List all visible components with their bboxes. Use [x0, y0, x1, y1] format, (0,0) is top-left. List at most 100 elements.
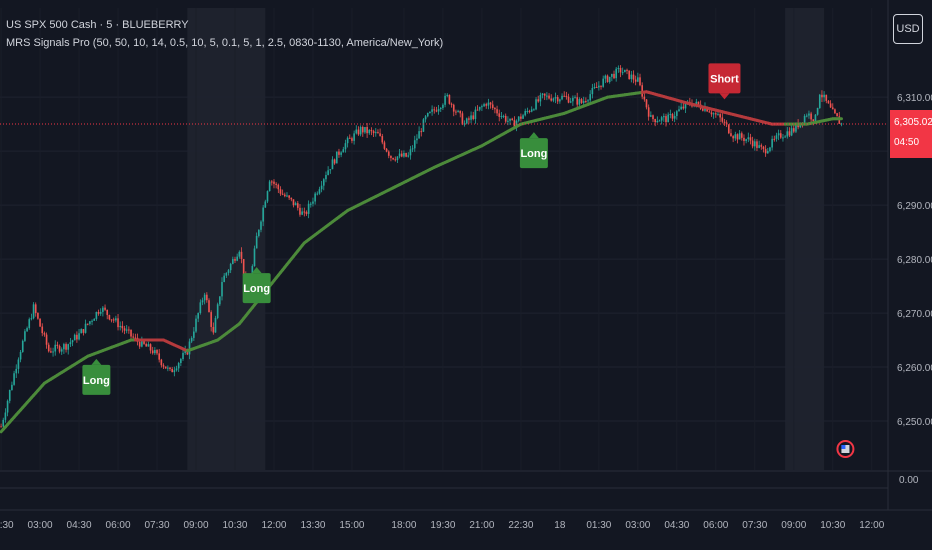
candle-body — [808, 113, 810, 116]
x-tick-label: 18 — [554, 520, 566, 531]
candle-body — [630, 74, 633, 80]
candle-body — [805, 115, 808, 117]
candle-body — [377, 132, 379, 134]
y-tick-label: 6,250.00 — [897, 417, 932, 428]
candle-body — [446, 94, 449, 96]
candle-body — [667, 114, 669, 123]
candle-body — [149, 344, 152, 351]
candle-body — [344, 143, 347, 150]
candle-body — [394, 159, 397, 161]
x-tick-label: 12:00 — [859, 520, 884, 531]
candle-body — [381, 136, 384, 143]
candle-body — [73, 334, 76, 341]
x-tick-label: 06:00 — [703, 520, 728, 531]
candle-body — [498, 113, 501, 117]
candle-body — [533, 109, 535, 111]
candle-body — [565, 95, 568, 97]
candle-body — [262, 207, 264, 222]
symbol-title[interactable]: US SPX 500 Cash · 5 · BLUEBERRY — [6, 19, 189, 31]
candle-body — [277, 184, 280, 190]
candle-body — [214, 318, 217, 333]
candle-body — [439, 107, 442, 109]
candle-body — [292, 199, 295, 206]
signal-label: Long — [83, 375, 110, 387]
candle-body — [779, 133, 782, 138]
candle-body — [270, 181, 273, 183]
candle-body — [19, 351, 22, 360]
candle-body — [758, 145, 760, 148]
candle-body — [322, 179, 325, 186]
candle-body — [656, 120, 659, 123]
candle-body — [546, 95, 548, 97]
candle-body — [102, 307, 104, 312]
candle-body — [390, 155, 392, 158]
candle-body — [294, 203, 297, 206]
candle-body — [465, 118, 468, 124]
candle-body — [652, 115, 654, 120]
candle-body — [559, 99, 561, 102]
candle-body — [753, 141, 756, 147]
candle-body — [331, 159, 334, 170]
candle-body — [762, 146, 765, 150]
x-tick-label: 13:30 — [300, 520, 325, 531]
candle-body — [461, 113, 464, 125]
candle-body — [840, 123, 843, 125]
candle-body — [171, 368, 174, 373]
x-tick-label: 04:30 — [664, 520, 689, 531]
candle-body — [160, 359, 163, 366]
candle-body — [424, 116, 427, 120]
candle-body — [751, 140, 754, 147]
candle-body — [257, 229, 260, 236]
candle-body — [58, 346, 61, 352]
candle-body — [318, 189, 321, 194]
x-tick-label: 09:00 — [781, 520, 806, 531]
y-tick-label: 6,280.00 — [897, 255, 932, 266]
candle-body — [591, 88, 594, 95]
candle-body — [199, 302, 202, 314]
candle-body — [21, 340, 24, 352]
candle-body — [619, 68, 622, 73]
candle-body — [606, 75, 609, 82]
x-tick-label: 01:30 — [0, 520, 14, 531]
candle-body — [366, 127, 368, 134]
candle-body — [329, 169, 332, 171]
candle-body — [745, 139, 747, 141]
candle-body — [663, 116, 665, 118]
candle-body — [299, 207, 301, 215]
candle-body — [348, 137, 351, 139]
x-tick-label: 03:00 — [28, 520, 53, 531]
candle-body — [132, 336, 135, 338]
candle-body — [0, 426, 2, 428]
candle-body — [201, 300, 204, 303]
candle-body — [82, 329, 85, 333]
candle-body — [303, 211, 306, 213]
candle-body — [511, 118, 514, 121]
candle-body — [422, 119, 425, 132]
chart-legend: US SPX 500 Cash · 5 · BLUEBERRY MRS Sign… — [6, 16, 443, 52]
candle-body — [99, 311, 102, 314]
candle-body — [67, 344, 70, 350]
candle-body — [730, 133, 732, 137]
indicator-title[interactable]: MRS Signals Pro (50, 50, 10, 14, 0.5, 10… — [6, 37, 444, 49]
candle-body — [134, 337, 137, 339]
candle-body — [764, 149, 767, 154]
x-tick-label: 22:30 — [508, 520, 533, 531]
candle-body — [723, 121, 726, 123]
candle-body — [444, 95, 446, 105]
sub-pane-value: 0.00 — [899, 475, 919, 486]
session-shading — [187, 8, 825, 470]
candle-body — [554, 97, 557, 99]
signal-label: Long — [243, 283, 270, 295]
candle-body — [775, 135, 778, 139]
candle-body — [17, 359, 20, 369]
currency-button[interactable]: USD — [893, 14, 923, 44]
candle-body — [574, 97, 576, 99]
candle-body — [821, 94, 823, 98]
candle-body — [71, 340, 74, 343]
candle-body — [684, 102, 687, 109]
candle-body — [193, 331, 195, 338]
candle-body — [708, 111, 711, 113]
candle-body — [229, 263, 232, 271]
candle-body — [169, 367, 171, 369]
